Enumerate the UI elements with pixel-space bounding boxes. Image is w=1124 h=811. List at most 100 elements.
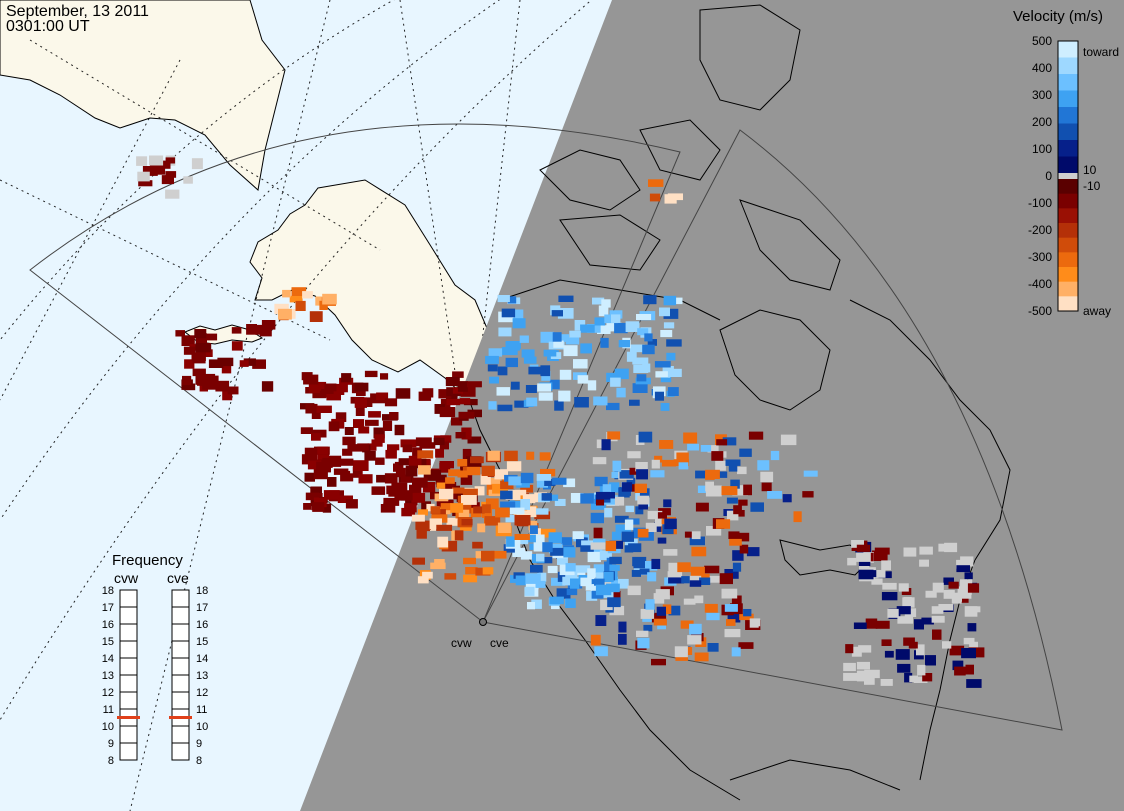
scatter-cell <box>952 660 964 671</box>
scatter-cell <box>606 583 620 593</box>
scatter-cell <box>760 471 774 483</box>
scatter-cell <box>182 375 192 386</box>
scatter-cell <box>691 531 701 540</box>
scatter-cell <box>301 454 318 465</box>
scatter-cell <box>560 537 573 546</box>
scatter-cell <box>638 431 653 443</box>
scatter-cell <box>640 608 655 619</box>
scatter-cell <box>677 562 691 573</box>
scatter-cell <box>683 598 696 605</box>
scatter-cell <box>364 450 376 461</box>
scatter-cell <box>694 652 709 662</box>
scatter-cell <box>654 391 664 401</box>
colorbar-tick-label: 200 <box>1032 115 1052 129</box>
scatter-cell <box>913 676 928 683</box>
scatter-cell <box>593 396 608 406</box>
scatter-cell <box>954 666 966 676</box>
scatter-cell <box>871 570 886 578</box>
scatter-cell <box>705 469 720 479</box>
scatter-cell <box>743 609 752 617</box>
scatter-cell <box>632 383 648 393</box>
scatter-cell <box>621 531 634 542</box>
scatter-cell <box>687 635 702 645</box>
scatter-cell <box>227 386 239 395</box>
colorbar-cell-away <box>1058 179 1078 195</box>
scatter-cell <box>593 538 606 546</box>
scatter-cell <box>874 547 890 555</box>
scatter-cell <box>724 629 741 638</box>
scatter-cell <box>931 606 944 614</box>
scatter-cell <box>761 482 772 492</box>
scatter-cell <box>422 388 434 398</box>
scatter-cell <box>552 477 567 485</box>
scatter-cell <box>491 550 507 559</box>
scatter-cell <box>676 452 689 463</box>
scatter-cell <box>289 295 303 303</box>
scatter-cell <box>636 314 652 320</box>
scatter-cell <box>635 462 648 472</box>
scatter-cell <box>415 437 432 447</box>
scatter-cell <box>142 166 158 176</box>
scatter-cell <box>858 569 874 580</box>
scatter-cell <box>872 550 888 561</box>
scatter-cell <box>428 469 442 481</box>
scatter-cell <box>960 579 973 589</box>
scatter-cell <box>514 400 529 408</box>
scatter-cell <box>417 576 429 584</box>
scatter-cell <box>525 385 537 393</box>
frequency-tick-label-left: 14 <box>102 653 114 665</box>
scatter-cell <box>881 592 898 601</box>
scatter-cell <box>421 501 431 510</box>
scatter-cell <box>430 506 441 514</box>
colorbar-tick-label: -500 <box>1028 304 1052 318</box>
scatter-cell <box>611 314 621 323</box>
velocity-colorbar: Velocity (m/s) 500 400 300 200 100 0 -100 -200 -… <box>1013 8 1119 318</box>
scatter-cell <box>303 503 312 510</box>
scatter-cell <box>485 355 499 364</box>
scatter-cell <box>374 434 385 443</box>
scatter-cell <box>304 472 315 482</box>
scatter-cell <box>192 368 206 377</box>
scatter-cell <box>596 491 611 500</box>
scatter-cell <box>953 594 962 602</box>
scatter-cell <box>737 466 747 475</box>
scatter-cell <box>536 474 552 481</box>
scatter-cell <box>358 426 370 434</box>
scatter-cell <box>557 556 568 565</box>
scatter-cell <box>458 509 470 518</box>
arctic-islands-c <box>559 214 661 271</box>
scatter-cell <box>417 509 428 516</box>
scatter-cell <box>531 599 542 609</box>
scatter-cell <box>629 399 640 406</box>
scatter-cell <box>649 193 661 202</box>
scatter-cell <box>729 538 742 546</box>
scatter-cell <box>738 532 750 542</box>
scatter-cell <box>592 297 605 305</box>
arctic-islands-b <box>639 119 721 181</box>
scatter-cell <box>354 397 367 408</box>
radar-sites: cvw cve <box>451 618 509 650</box>
scatter-cell <box>687 443 699 451</box>
scatter-cell <box>530 564 543 573</box>
scatter-cell <box>526 397 538 407</box>
scatter-cell <box>457 459 468 467</box>
scatter-cell <box>618 340 630 348</box>
scatter-cell <box>352 467 362 478</box>
scatter-cell <box>864 673 875 685</box>
scatter-cell <box>431 509 446 519</box>
colorbar-tick-label: 400 <box>1032 61 1052 75</box>
scatter-cell <box>309 311 323 322</box>
scatter-cell <box>383 497 400 506</box>
frequency-tick-label-left: 12 <box>102 687 114 699</box>
scatter-cell <box>252 359 266 369</box>
scatter-cell <box>426 503 435 512</box>
scatter-cell <box>398 458 413 466</box>
scatter-cell <box>305 403 318 414</box>
scatter-cell <box>942 641 952 649</box>
scatter-cell <box>739 544 749 554</box>
scatter-cell <box>437 536 449 548</box>
colorbar-tick-label: 0 <box>1045 169 1052 183</box>
scatter-cell <box>921 617 934 625</box>
scatter-cell <box>657 512 667 519</box>
colorbar-cell-away <box>1058 281 1078 297</box>
